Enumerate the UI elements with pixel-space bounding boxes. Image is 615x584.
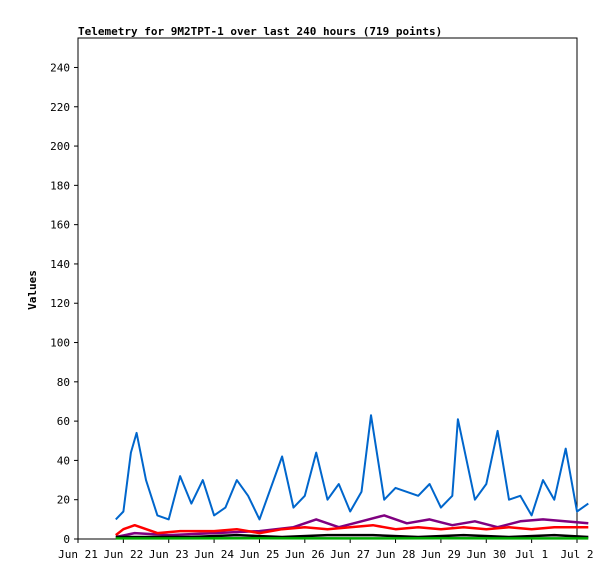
y-tick-label: 60 <box>57 415 70 428</box>
x-axis-ticks: Jun 21 Jun 22 Jun 23 Jun 24 Jun 25 Jun 26 Jun … <box>58 539 593 561</box>
x-tick-label: Jun 22 <box>103 548 143 561</box>
x-tick-label: Jun 23 <box>149 548 189 561</box>
x-tick-label: Jul 1 <box>515 548 548 561</box>
y-axis-label: Values <box>26 270 39 310</box>
y-tick-label: 200 <box>50 140 70 153</box>
x-tick-label: Jun 26 <box>285 548 325 561</box>
y-tick-label: 160 <box>50 219 70 232</box>
x-tick-label: Jun 25 <box>240 548 280 561</box>
x-tick-label: Jun 29 <box>421 548 461 561</box>
y-tick-label: 80 <box>57 376 70 389</box>
y-axis-ticks: 0 20 40 60 80 100 120 140 160 180 200 220 240 <box>50 61 78 546</box>
y-tick-label: 0 <box>63 533 70 546</box>
y-tick-label: 240 <box>50 61 70 74</box>
y-tick-label: 40 <box>57 454 70 467</box>
y-tick-label: 20 <box>57 494 70 507</box>
y-tick-label: 100 <box>50 337 70 350</box>
y-tick-label: 220 <box>50 101 70 114</box>
x-tick-label: Jul 2 <box>560 548 593 561</box>
x-tick-label: Jun 27 <box>330 548 370 561</box>
x-tick-label: Jun 24 <box>194 548 234 561</box>
y-tick-label: 180 <box>50 179 70 192</box>
y-tick-label: 120 <box>50 297 70 310</box>
x-tick-label: Jun 21 <box>58 548 98 561</box>
x-tick-label: Jun 30 <box>466 548 506 561</box>
x-tick-label: Jun 28 <box>376 548 416 561</box>
chart-title: Telemetry for 9M2TPT-1 over last 240 hou… <box>78 25 442 38</box>
y-tick-label: 140 <box>50 258 70 271</box>
